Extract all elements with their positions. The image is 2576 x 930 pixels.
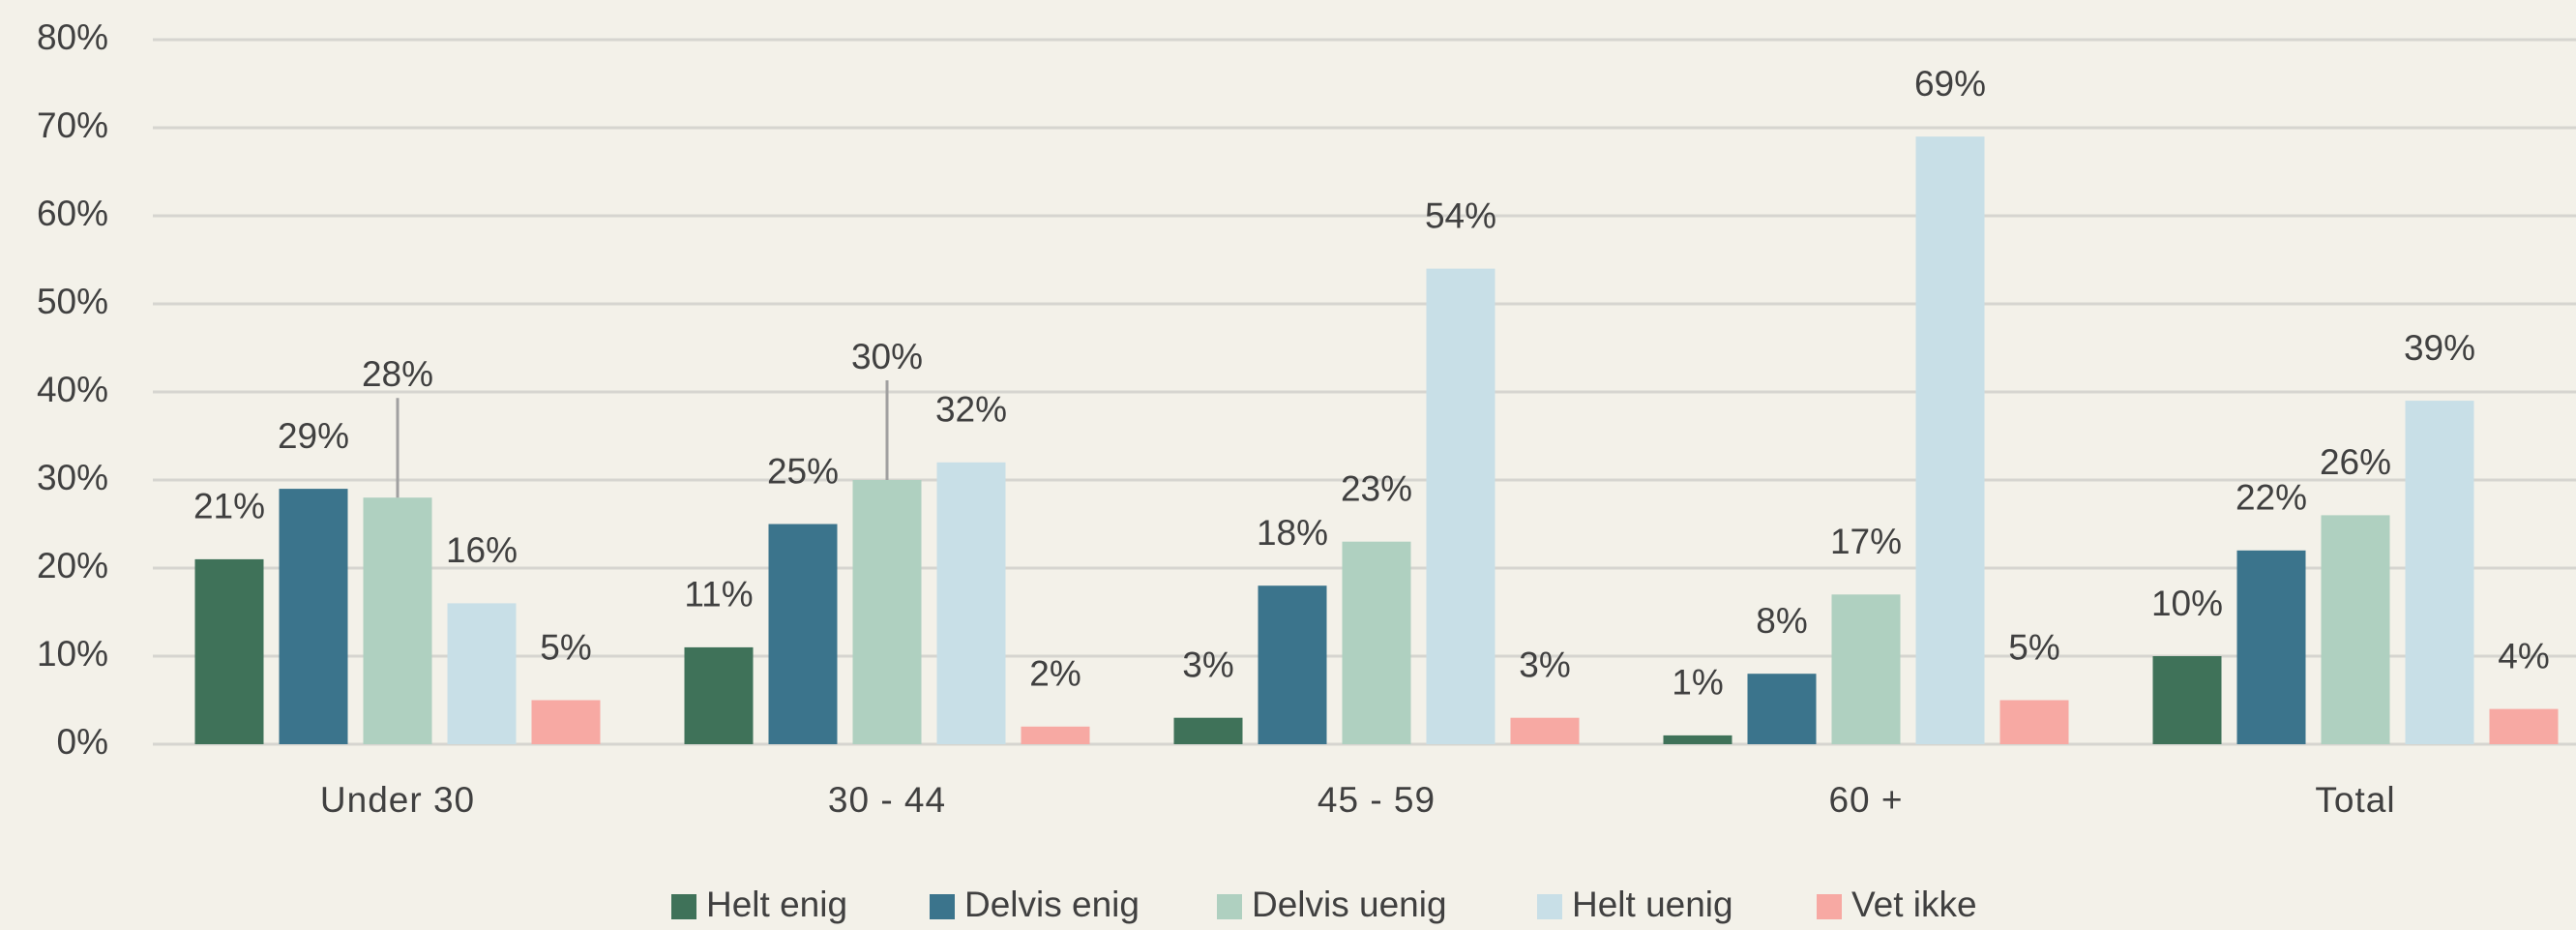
legend-swatch bbox=[1817, 894, 1842, 919]
legend-swatch bbox=[671, 894, 696, 919]
y-tick-label: 30% bbox=[37, 458, 108, 497]
y-tick-label: 0% bbox=[57, 722, 108, 762]
value-label: 4% bbox=[2498, 636, 2549, 675]
bar bbox=[194, 558, 264, 744]
bar bbox=[768, 524, 838, 744]
value-label: 5% bbox=[540, 627, 591, 667]
bar bbox=[2489, 708, 2559, 744]
bar bbox=[1747, 674, 1817, 744]
value-label: 11% bbox=[684, 575, 753, 615]
bar bbox=[1831, 594, 1901, 744]
value-label: 5% bbox=[2008, 627, 2059, 667]
bar bbox=[531, 700, 601, 744]
value-label: 18% bbox=[1257, 513, 1328, 553]
value-label: 17% bbox=[1830, 522, 1902, 561]
value-label: 22% bbox=[2235, 478, 2307, 518]
value-label: 1% bbox=[1672, 663, 1723, 703]
y-tick-label: 70% bbox=[37, 105, 108, 145]
bar bbox=[1342, 541, 1411, 744]
legend-swatch bbox=[1537, 894, 1562, 919]
x-tick-label: Total bbox=[2315, 780, 2395, 820]
value-label: 29% bbox=[278, 416, 349, 456]
value-label: 26% bbox=[2320, 442, 2391, 482]
value-label: 25% bbox=[767, 451, 839, 491]
legend-label: Helt enig bbox=[706, 885, 847, 924]
legend-label: Delvis enig bbox=[964, 885, 1140, 924]
bar bbox=[1999, 700, 2069, 744]
value-label: 16% bbox=[446, 530, 518, 570]
x-tick-label: Under 30 bbox=[320, 780, 475, 820]
bar bbox=[1510, 717, 1580, 744]
legend-swatch bbox=[930, 894, 955, 919]
bar bbox=[1663, 735, 1732, 744]
bar bbox=[1258, 585, 1327, 744]
bar bbox=[936, 462, 1006, 744]
value-label: 2% bbox=[1029, 654, 1081, 694]
y-tick-label: 40% bbox=[37, 370, 108, 409]
legend-label: Vet ikke bbox=[1851, 885, 1977, 924]
bar bbox=[1915, 136, 1985, 745]
value-label: 21% bbox=[193, 487, 265, 526]
bar bbox=[2236, 550, 2306, 744]
value-label: 23% bbox=[1341, 468, 1412, 508]
bar bbox=[1021, 726, 1090, 744]
x-tick-label: 45 - 59 bbox=[1318, 780, 1436, 820]
bar bbox=[2152, 656, 2222, 744]
bar bbox=[1426, 268, 1495, 744]
value-label: 8% bbox=[1756, 601, 1807, 641]
bar bbox=[363, 497, 432, 744]
legend-label: Helt uenig bbox=[1572, 885, 1733, 924]
y-tick-label: 50% bbox=[37, 282, 108, 321]
bar bbox=[684, 646, 754, 744]
y-tick-label: 20% bbox=[37, 546, 108, 585]
y-tick-label: 60% bbox=[37, 194, 108, 233]
legend-swatch bbox=[1217, 894, 1242, 919]
bar bbox=[279, 489, 348, 744]
x-tick-label: 60 + bbox=[1828, 780, 1903, 820]
bar bbox=[852, 480, 922, 744]
legend-label: Delvis uenig bbox=[1252, 885, 1447, 924]
value-label: 3% bbox=[1519, 645, 1570, 684]
value-label: 10% bbox=[2151, 584, 2223, 623]
bar bbox=[2321, 515, 2390, 744]
value-label: 3% bbox=[1182, 645, 1233, 684]
value-label: 69% bbox=[1914, 64, 1986, 104]
bar bbox=[2405, 401, 2474, 744]
x-tick-label: 30 - 44 bbox=[828, 780, 946, 820]
value-label: 54% bbox=[1425, 195, 1496, 235]
value-label: 39% bbox=[2404, 328, 2475, 368]
value-label: 30% bbox=[851, 337, 923, 376]
y-tick-label: 80% bbox=[37, 17, 108, 57]
y-tick-label: 10% bbox=[37, 634, 108, 674]
value-label: 28% bbox=[362, 354, 433, 394]
bar bbox=[1173, 717, 1243, 744]
bar bbox=[447, 603, 517, 744]
value-label: 32% bbox=[935, 390, 1007, 430]
